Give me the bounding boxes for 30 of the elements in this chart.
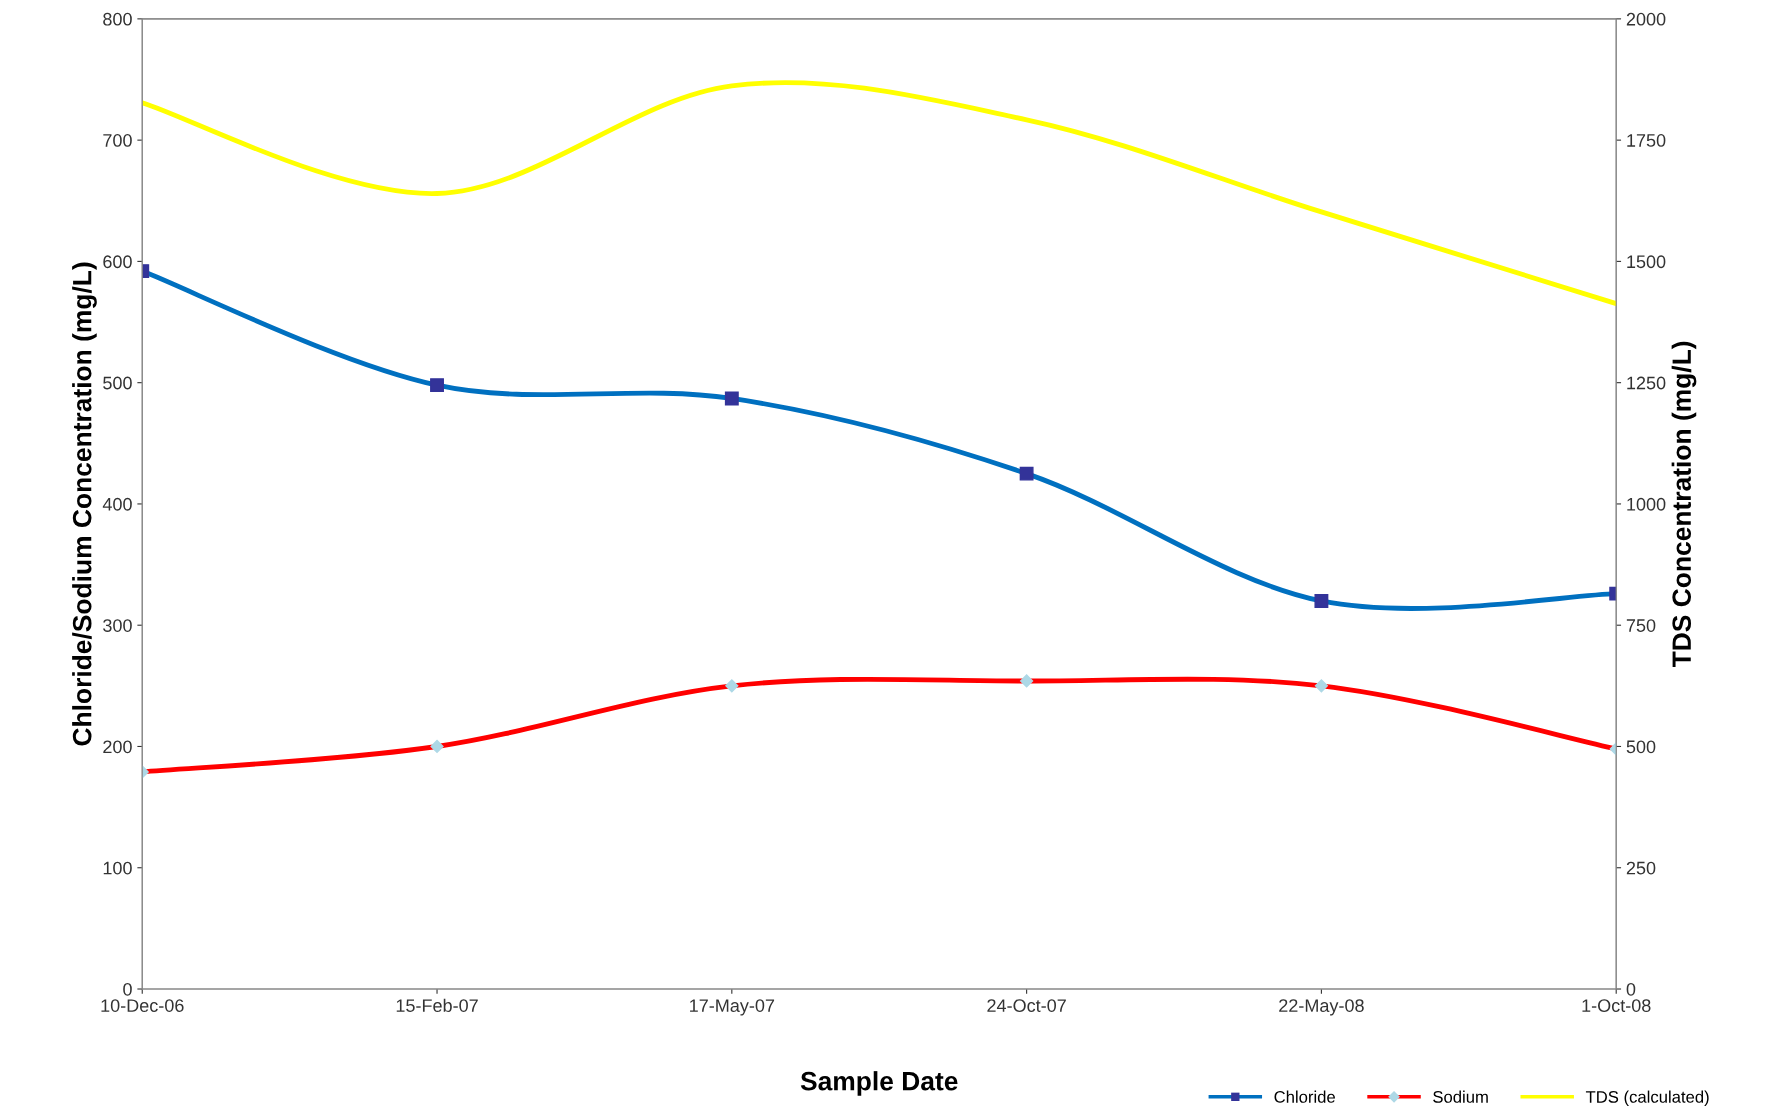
legend-label: Chloride — [1274, 1090, 1335, 1103]
y-tick-label: 100 — [103, 861, 132, 875]
y-tick-label: 500 — [103, 376, 132, 390]
y2-tick-label: 2000 — [1626, 12, 1666, 26]
x-tick-label: 22-May-08 — [1279, 999, 1364, 1016]
y2-tick-label: 250 — [1626, 861, 1656, 875]
x-tick-label: 17-May-07 — [690, 999, 775, 1016]
y2-tick-label: 1000 — [1627, 497, 1666, 511]
y2-tick-label: 500 — [1626, 740, 1656, 754]
x-tick-label: 10-Dec-06 — [101, 999, 184, 1012]
legend-label: TDS (calculated) — [1585, 1090, 1709, 1107]
x-tick-label: 15-Feb-07 — [396, 998, 478, 1012]
y-axis-title: Chloride/Sodium Concentration (mg/L) — [72, 262, 97, 746]
y2-tick-label: 0 — [1626, 982, 1636, 996]
y2-axis-title: TDS Concentration (mg/L) — [1671, 341, 1697, 668]
y-tick-label: 600 — [103, 255, 132, 269]
x-tick-label: 24-Oct-07 — [987, 999, 1066, 1012]
x-tick-label: 1-Oct-08 — [1582, 999, 1651, 1012]
y2-tick-label: 1250 — [1627, 376, 1666, 390]
y2-tick-label: 1750 — [1627, 134, 1666, 147]
y-tick-label: 800 — [103, 12, 132, 26]
y-tick-label: 300 — [103, 619, 132, 632]
y-tick-label: 200 — [103, 740, 132, 754]
y2-tick-label: 750 — [1626, 619, 1656, 632]
x-axis-title: Sample Date — [800, 1071, 958, 1096]
y2-tick-label: 1500 — [1627, 255, 1666, 269]
y-tick-label: 700 — [103, 134, 132, 147]
y-tick-label: 400 — [102, 497, 132, 511]
y-tick-label: 0 — [123, 982, 132, 996]
legend-label: Sodium — [1433, 1090, 1488, 1103]
